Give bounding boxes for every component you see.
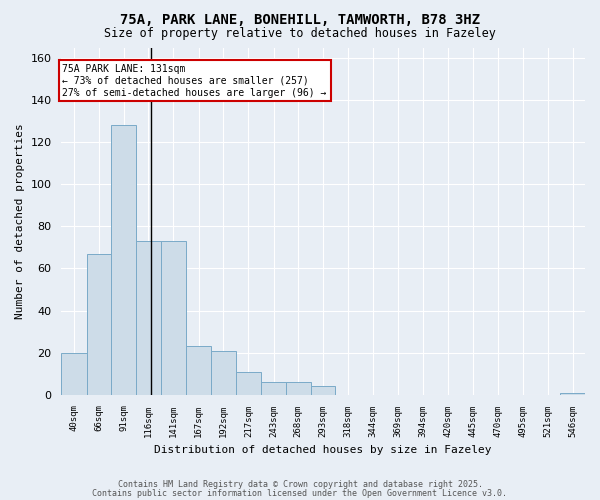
Bar xyxy=(61,352,86,395)
Bar xyxy=(161,241,186,394)
Bar xyxy=(261,382,286,394)
Bar xyxy=(286,382,311,394)
Bar xyxy=(311,386,335,394)
Y-axis label: Number of detached properties: Number of detached properties xyxy=(15,123,25,319)
Text: Contains HM Land Registry data © Crown copyright and database right 2025.: Contains HM Land Registry data © Crown c… xyxy=(118,480,482,489)
Bar xyxy=(136,241,161,394)
Text: 75A, PARK LANE, BONEHILL, TAMWORTH, B78 3HZ: 75A, PARK LANE, BONEHILL, TAMWORTH, B78 … xyxy=(120,12,480,26)
Bar xyxy=(111,126,136,394)
Bar xyxy=(560,392,585,394)
Text: Size of property relative to detached houses in Fazeley: Size of property relative to detached ho… xyxy=(104,28,496,40)
Bar xyxy=(86,254,111,394)
Bar xyxy=(211,350,236,395)
Text: Contains public sector information licensed under the Open Government Licence v3: Contains public sector information licen… xyxy=(92,488,508,498)
X-axis label: Distribution of detached houses by size in Fazeley: Distribution of detached houses by size … xyxy=(154,445,492,455)
Text: 75A PARK LANE: 131sqm
← 73% of detached houses are smaller (257)
27% of semi-det: 75A PARK LANE: 131sqm ← 73% of detached … xyxy=(62,64,327,98)
Bar xyxy=(236,372,261,394)
Bar xyxy=(186,346,211,395)
